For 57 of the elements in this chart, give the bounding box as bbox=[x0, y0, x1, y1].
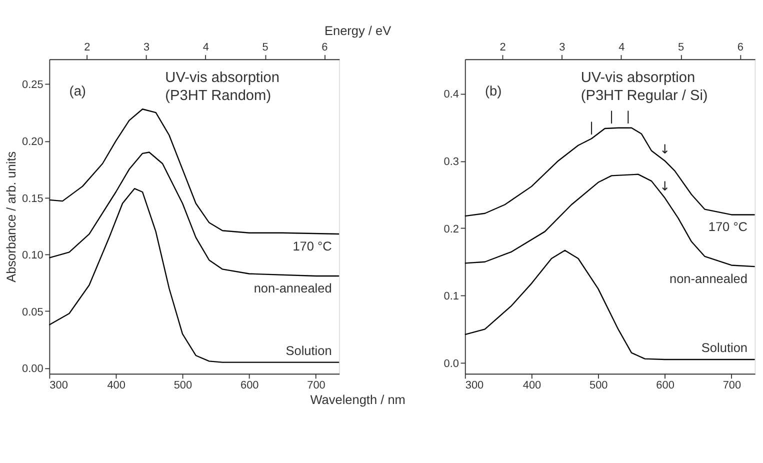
line-series bbox=[464, 127, 756, 217]
line-series bbox=[464, 174, 756, 268]
annotation: | bbox=[626, 110, 630, 125]
y-tick-label: 0.20 bbox=[22, 136, 44, 148]
annotation: ↓ bbox=[659, 180, 670, 195]
line-series bbox=[48, 152, 340, 277]
annotation: | bbox=[589, 120, 594, 136]
x-tick-label: 400 bbox=[107, 380, 126, 392]
line-series bbox=[48, 188, 340, 363]
x-tick-label: 700 bbox=[722, 380, 742, 392]
series-label: non-annealed bbox=[254, 280, 332, 296]
text: (P3HT Random) bbox=[165, 88, 272, 104]
x2-tick-label: 5 bbox=[678, 42, 684, 54]
series-label: 170 °C bbox=[292, 238, 332, 254]
x-tick-label: 500 bbox=[590, 380, 608, 392]
y-axis-title: Absorbance / arb. units bbox=[4, 151, 19, 282]
x2-tick-label: 6 bbox=[322, 42, 328, 54]
y-tick-label: 0.2 bbox=[444, 223, 459, 236]
x2-tick-label: 2 bbox=[84, 42, 90, 54]
x-axis-title: Wavelength / nm bbox=[310, 392, 406, 408]
text: (P3HT Regular / Si) bbox=[580, 88, 708, 104]
annotation: (b) bbox=[484, 84, 502, 99]
y-tick-label: 0.00 bbox=[22, 363, 44, 376]
series-label: Solution bbox=[286, 343, 332, 358]
series-label: non-annealed bbox=[670, 270, 748, 286]
series-label: 170 °C bbox=[708, 219, 748, 234]
y-tick-label: 0.1 bbox=[444, 290, 459, 303]
y-tick-label: 0.25 bbox=[22, 79, 44, 92]
x-tick-label: 500 bbox=[174, 380, 192, 392]
x-tick-label: 600 bbox=[656, 380, 674, 392]
x2-tick-label: 2 bbox=[500, 42, 506, 54]
annotation: (a) bbox=[69, 84, 86, 99]
x-tick-label: 600 bbox=[240, 380, 259, 392]
y-tick-label: 0.0 bbox=[444, 358, 459, 370]
x2-tick-label: 3 bbox=[143, 42, 150, 54]
line-series bbox=[48, 108, 340, 235]
x-tick-label: 300 bbox=[465, 380, 484, 392]
x-tick-label: 300 bbox=[50, 380, 68, 392]
x-tick-label: 400 bbox=[522, 380, 542, 392]
text: UV-vis absorption bbox=[580, 70, 696, 86]
x2-tick-label: 3 bbox=[559, 42, 566, 54]
y-tick-label: 0.3 bbox=[444, 156, 459, 168]
x2-tick-label: 4 bbox=[202, 42, 209, 54]
y-tick-label: 0.10 bbox=[22, 250, 44, 262]
x-tick-label: 700 bbox=[307, 380, 326, 392]
series-label: Solution bbox=[701, 340, 748, 356]
y-tick-label: 0.15 bbox=[22, 192, 44, 205]
text: UV-vis absorption bbox=[165, 70, 280, 86]
x2-tick-label: 5 bbox=[262, 42, 268, 54]
x2-tick-label: 6 bbox=[737, 42, 744, 54]
y-tick-label: 0.4 bbox=[444, 88, 459, 101]
x2-tick-label: 4 bbox=[618, 42, 625, 54]
line-series bbox=[464, 250, 756, 360]
y-tick-label: 0.05 bbox=[22, 306, 44, 318]
x2-axis-title: Energy / eV bbox=[324, 23, 392, 38]
annotation: | bbox=[609, 110, 614, 125]
annotation: ↓ bbox=[659, 142, 670, 158]
